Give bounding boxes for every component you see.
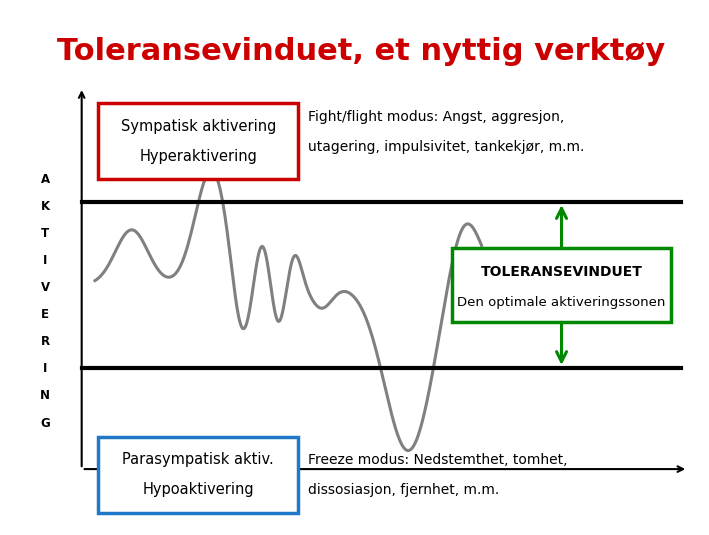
Text: Freeze modus: Nedstemthet, tomhet,: Freeze modus: Nedstemthet, tomhet, <box>308 453 568 467</box>
Text: utagering, impulsivitet, tankekjør, m.m.: utagering, impulsivitet, tankekjør, m.m. <box>308 140 585 154</box>
FancyBboxPatch shape <box>99 437 298 513</box>
Text: Hyperaktivering: Hyperaktivering <box>140 149 257 164</box>
Text: Den optimale aktiveringssonen: Den optimale aktiveringssonen <box>457 296 666 309</box>
Text: Sympatisk aktivering: Sympatisk aktivering <box>121 119 276 134</box>
Text: I: I <box>43 254 48 267</box>
Text: T: T <box>41 227 49 240</box>
Text: A: A <box>40 173 50 186</box>
Text: Fight/flight modus: Angst, aggresjon,: Fight/flight modus: Angst, aggresjon, <box>308 110 564 124</box>
Text: Toleransevinduet, et nyttig verktøy: Toleransevinduet, et nyttig verktøy <box>57 37 665 66</box>
Text: V: V <box>40 281 50 294</box>
Text: E: E <box>41 308 49 321</box>
Text: G: G <box>40 417 50 430</box>
Text: R: R <box>40 335 50 348</box>
Text: Parasympatisk aktiv.: Parasympatisk aktiv. <box>123 453 274 468</box>
Text: N: N <box>40 389 50 402</box>
Text: Hypoaktivering: Hypoaktivering <box>143 482 254 498</box>
Text: I: I <box>43 362 48 376</box>
FancyBboxPatch shape <box>99 103 298 179</box>
Text: TOLERANSEVINDUET: TOLERANSEVINDUET <box>481 265 642 279</box>
Text: dissosiasjon, fjernhet, m.m.: dissosiasjon, fjernhet, m.m. <box>308 483 500 497</box>
Text: K: K <box>40 200 50 213</box>
FancyBboxPatch shape <box>452 248 671 322</box>
